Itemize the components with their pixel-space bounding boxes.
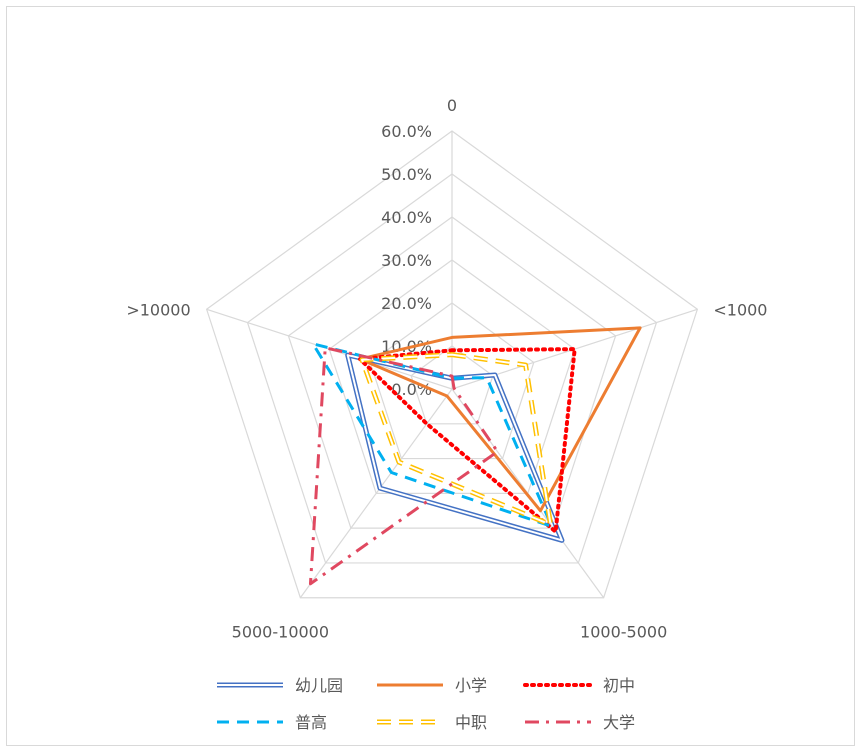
legend-item: 初中 <box>523 676 635 695</box>
data-series <box>308 326 642 586</box>
radar-chart: 0.0%10.0%20.0%30.0%40.0%50.0%60.0% 0<100… <box>126 96 767 732</box>
tick-label: 60.0% <box>381 122 432 141</box>
legend-item: 小学 <box>377 676 487 695</box>
legend-label: 大学 <box>603 713 635 732</box>
category-label: <1000 <box>713 300 767 319</box>
grid-ring <box>205 130 699 599</box>
series-大学 <box>308 346 499 586</box>
tick-label: 40.0% <box>381 208 432 227</box>
tick-label: 50.0% <box>381 165 432 184</box>
category-label: >10000 <box>126 300 190 319</box>
radar-grid <box>205 130 699 599</box>
series-line <box>308 346 499 586</box>
legend-label: 普高 <box>295 713 327 732</box>
series-line <box>357 347 577 534</box>
legend-item: 幼儿园 <box>217 676 343 695</box>
category-label: 1000-5000 <box>580 623 667 642</box>
grid-ring <box>287 216 617 529</box>
legend-label: 幼儿园 <box>295 676 343 695</box>
legend-item: 普高 <box>217 713 327 732</box>
category-labels: 0 <1000 1000-5000 5000-10000 >10000 <box>126 96 767 642</box>
series-line-inner <box>361 353 552 526</box>
legend-item: 中职 <box>377 713 487 732</box>
tick-label: 30.0% <box>381 251 432 270</box>
category-label: 0 <box>447 96 457 115</box>
category-label: 5000-10000 <box>232 623 329 642</box>
series-中职 <box>359 352 554 528</box>
legend-item: 大学 <box>525 713 635 732</box>
legend-label: 中职 <box>455 713 487 732</box>
grid-ring <box>246 173 658 564</box>
legend-label: 小学 <box>455 676 487 695</box>
series-初中 <box>357 347 577 534</box>
legend-label: 初中 <box>603 676 635 695</box>
chart-frame: 0.0% 10.0% 20.0% 30.0% 40.0% 50.0% 60.0% 0 <100… <box>6 6 855 746</box>
tick-label: 20.0% <box>381 294 432 313</box>
